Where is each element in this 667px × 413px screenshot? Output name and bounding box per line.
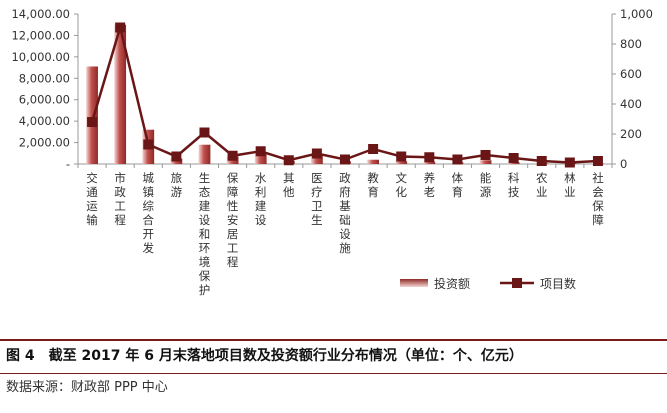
x-tick-label: 政府基础设施 — [339, 171, 351, 255]
x-tick-label: 市政工程 — [114, 171, 126, 227]
marker-project-count — [424, 152, 435, 163]
data-source: 数据来源：财政部 PPP 中心 — [6, 380, 168, 395]
y-right-tick-label: 600 — [620, 67, 642, 81]
x-tick-label: 教育 — [367, 171, 379, 199]
x-tick-label: 社会保障 — [592, 171, 604, 227]
axes: - 2,000.00 4,000.00 6,000.00 8,000.00 10,000.… — [11, 7, 652, 171]
legend-line-label: 项目数 — [540, 276, 576, 291]
x-tick-label: 水利建设 — [255, 171, 267, 227]
marker-project-count — [255, 146, 266, 157]
marker-project-count — [536, 156, 547, 166]
line-series — [87, 22, 603, 168]
bar-investment — [395, 161, 408, 164]
marker-project-count — [508, 153, 519, 163]
y-left-tick-label: 6,000.00 — [19, 93, 70, 107]
x-tick-label: 农业 — [536, 171, 548, 199]
x-tick-label: 林业 — [564, 171, 576, 199]
marker-project-count — [396, 151, 407, 162]
marker-project-count — [592, 156, 603, 166]
bar-investment — [114, 24, 127, 165]
y-left-tick-label: 12,000.00 — [11, 28, 70, 42]
chart: - 2,000.00 4,000.00 6,000.00 8,000.00 10,000.… — [11, 7, 652, 297]
y-left-tick-label: 4,000.00 — [19, 114, 70, 128]
legend-bar-swatch — [400, 279, 428, 287]
y-left-tick-label: 10,000.00 — [11, 50, 70, 64]
marker-project-count — [87, 117, 98, 127]
bar-investment — [198, 144, 211, 164]
x-tick-label: 能源 — [480, 171, 492, 199]
x-tick-label: 交通运输 — [86, 171, 98, 227]
marker-project-count — [115, 22, 126, 33]
figure-caption: 图 4 截至 2017 年 6 月末落地项目数及投资额行业分布情况（单位：个、亿… — [6, 348, 523, 364]
y-left-tick-label: 2,000.00 — [19, 136, 70, 150]
y-right-tick-label: 800 — [620, 37, 642, 51]
y-right-tick-label: 1,000 — [620, 7, 653, 21]
marker-project-count — [564, 157, 575, 168]
caption-bar — [0, 339, 667, 374]
line-project-count — [90, 22, 599, 164]
marker-project-count — [283, 155, 294, 166]
bar-investment — [423, 161, 436, 164]
marker-project-count — [199, 127, 210, 138]
bar-investment — [507, 162, 520, 164]
marker-project-count — [340, 154, 350, 165]
bar-investment — [254, 154, 267, 164]
x-tick-label: 养老 — [424, 171, 436, 199]
marker-project-count — [143, 139, 154, 150]
marker-project-count — [171, 151, 182, 162]
legend-bar-label: 投资额 — [434, 276, 470, 291]
legend: 投资额 项目数 — [400, 276, 576, 291]
x-tick-label: 城镇综合开发 — [143, 171, 155, 255]
y-right-tick-label: 400 — [620, 97, 642, 111]
marker-project-count — [311, 148, 322, 159]
bar-investment — [310, 154, 323, 164]
x-tick-label: 文化 — [395, 171, 407, 199]
y-left-tick-label: - — [66, 157, 70, 171]
bars — [86, 24, 604, 165]
x-tick-label: 旅游 — [171, 171, 183, 199]
x-tick-label: 保障性安居工程 — [227, 171, 239, 269]
legend-line-marker — [512, 278, 522, 288]
y-left-tick-label: 8,000.00 — [19, 71, 70, 85]
marker-project-count — [227, 150, 238, 161]
y-right-tick-label: 0 — [620, 157, 627, 171]
marker-project-count — [368, 144, 379, 154]
x-tick-label: 体育 — [452, 171, 464, 199]
marker-project-count — [452, 154, 463, 165]
bar-investment — [479, 160, 492, 164]
labels: 交通运输 市政工程 城镇综合开发 旅游 生态建设和环境保护 保障性安居工程 水利建设 其他医疗… — [86, 171, 604, 297]
y-left-tick-label: 14,000.00 — [11, 7, 70, 21]
marker-project-count — [480, 150, 491, 160]
x-tick-label: 生态建设和环境保护 — [199, 171, 211, 297]
bar-investment — [86, 66, 98, 164]
x-tick-label: 医疗卫生 — [311, 171, 323, 227]
bar-investment — [367, 159, 380, 164]
x-tick-label: 其他 — [283, 171, 295, 199]
y-right-tick-label: 200 — [620, 127, 642, 141]
x-tick-label: 科技 — [508, 171, 520, 199]
